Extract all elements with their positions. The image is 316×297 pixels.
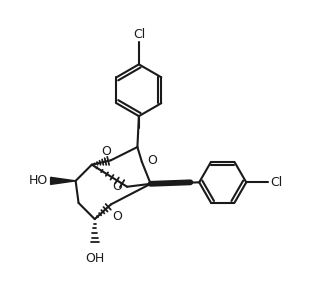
- Text: Cl: Cl: [133, 28, 145, 41]
- Text: O: O: [101, 145, 112, 158]
- Text: OH: OH: [85, 252, 104, 265]
- Text: O: O: [112, 210, 122, 223]
- Text: O: O: [112, 180, 122, 193]
- Text: HO: HO: [29, 174, 48, 187]
- Text: O: O: [147, 154, 157, 167]
- Text: Cl: Cl: [270, 176, 282, 189]
- Polygon shape: [51, 177, 76, 184]
